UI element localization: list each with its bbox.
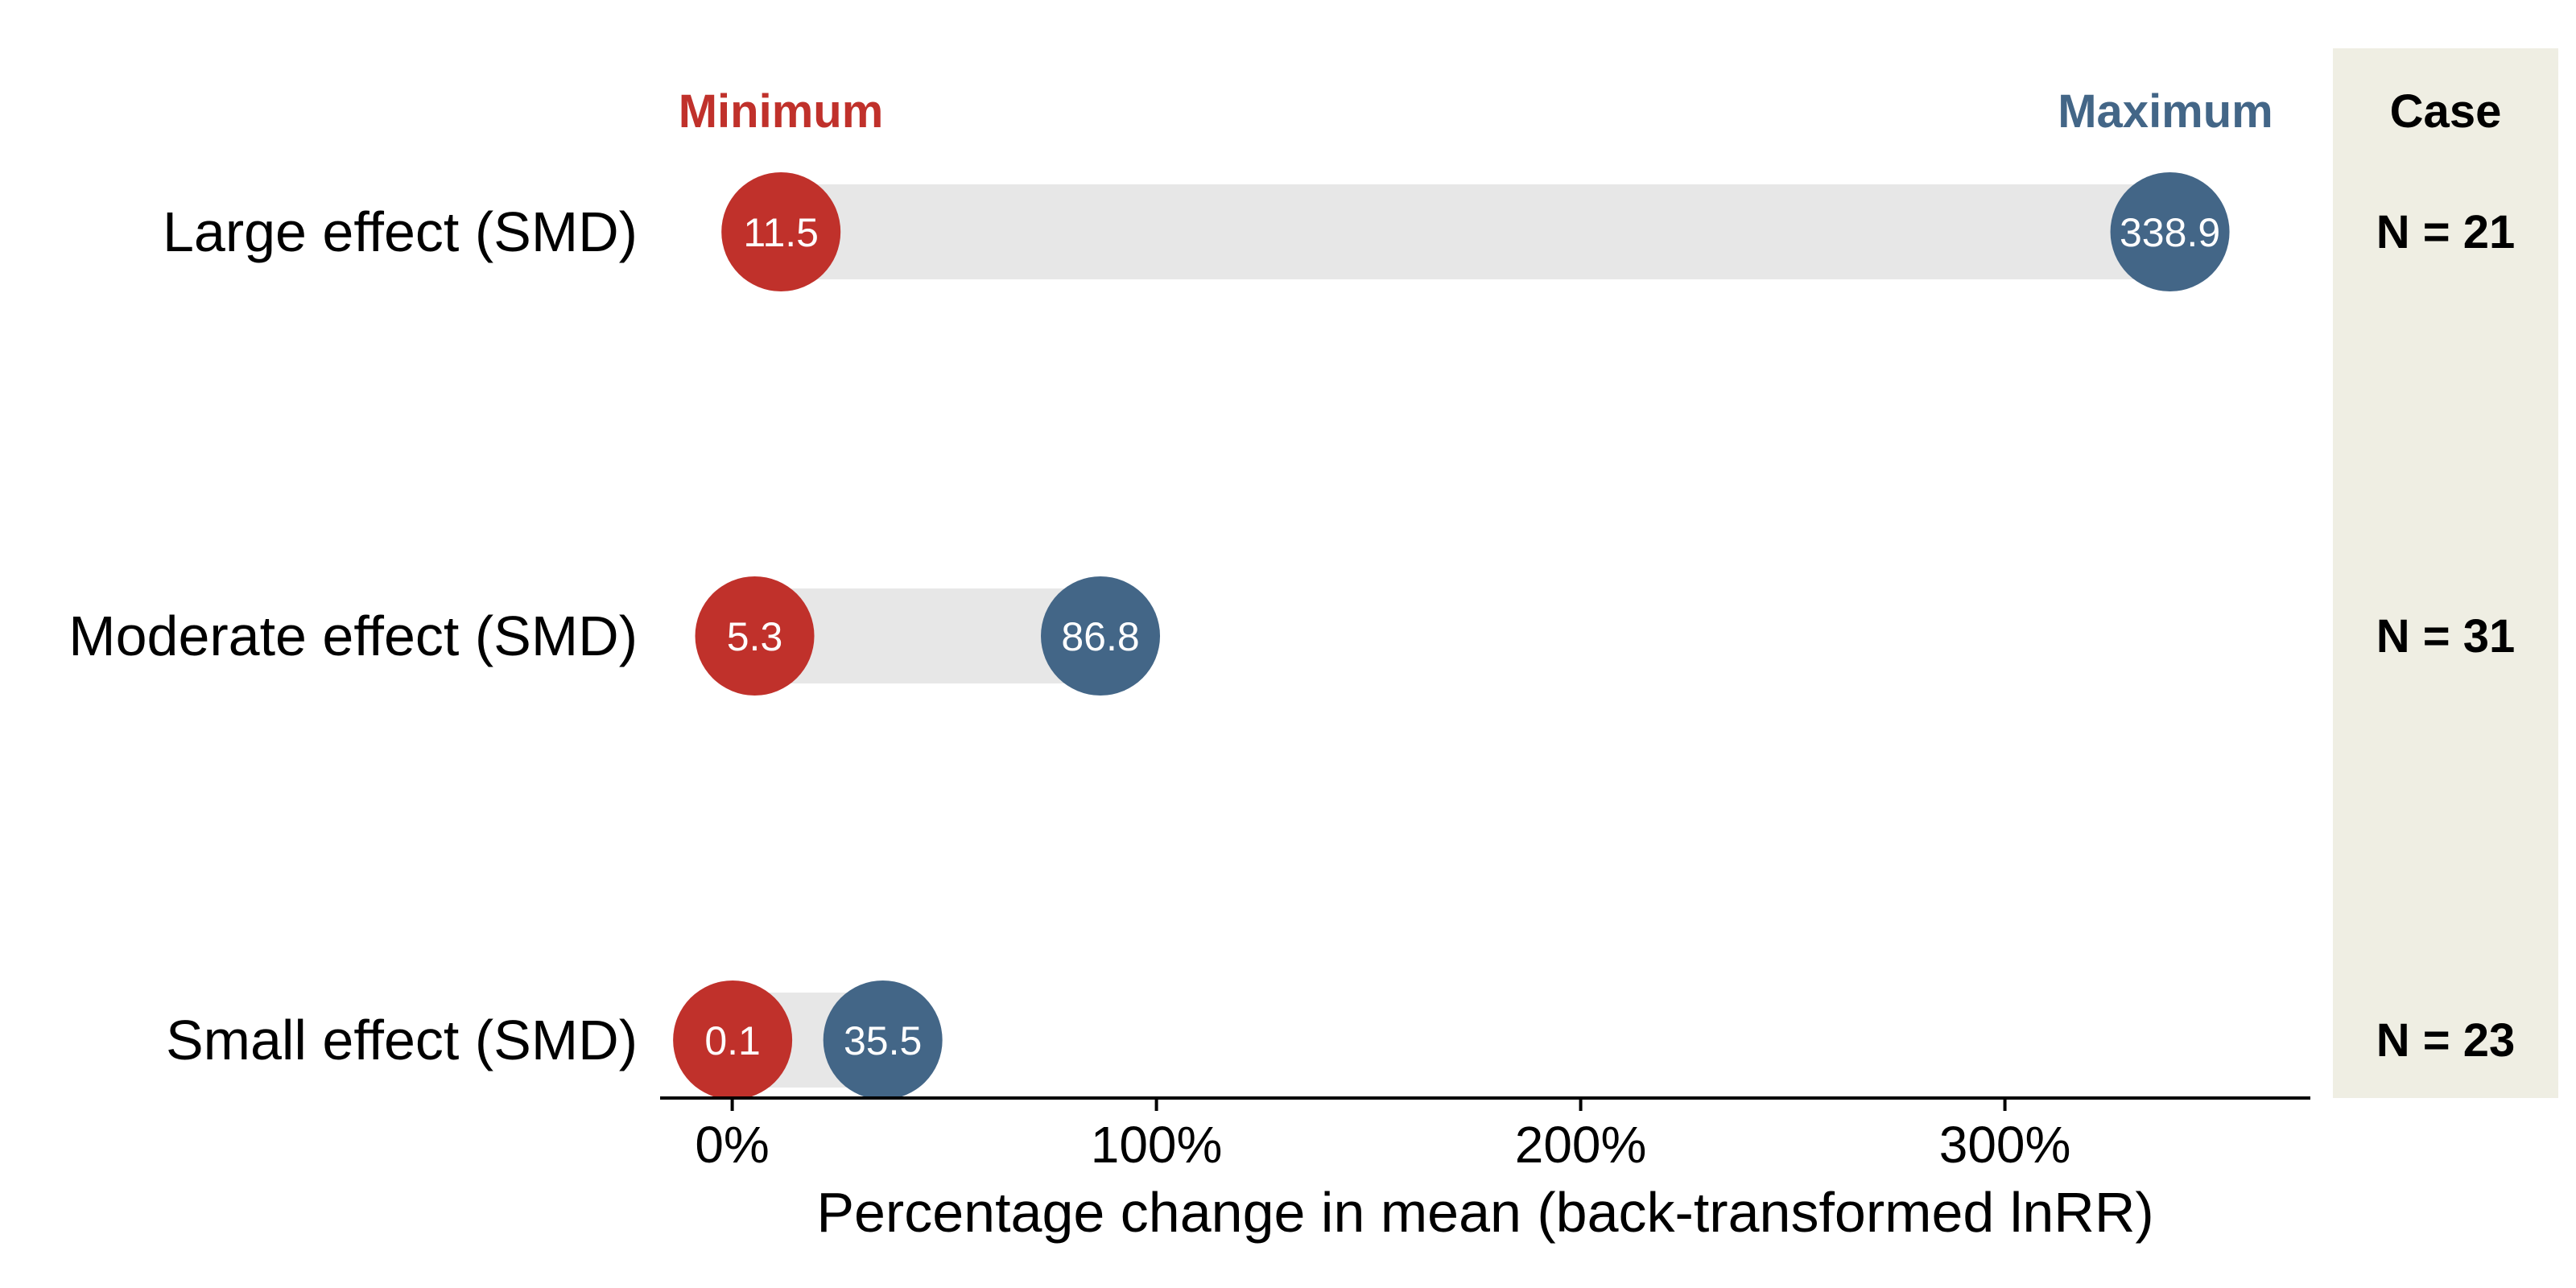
legend-minimum: Minimum [679, 85, 884, 138]
minimum-value-label: 5.3 [727, 614, 783, 659]
maximum-point [1041, 576, 1161, 696]
minimum-point [721, 172, 841, 291]
dumbbell-rows: Large effect (SMD) 11.5 338.9 N = 21 Moderat… [68, 172, 2515, 1100]
maximum-point [823, 980, 943, 1100]
minimum-point [673, 980, 793, 1100]
maximum-point [2110, 172, 2230, 291]
minimum-value-label: 0.1 [704, 1018, 761, 1063]
x-axis-title: Percentage change in mean (back-transfor… [816, 1181, 2153, 1244]
x-tick-label: 0% [695, 1116, 770, 1174]
maximum-value-label: 86.8 [1061, 614, 1139, 659]
x-tick-label: 300% [1939, 1116, 2071, 1174]
case-count: N = 23 [2376, 1014, 2516, 1067]
x-axis-ticks: 0% 100% 200% 300% [695, 1098, 2070, 1174]
category-label: Large effect (SMD) [163, 200, 638, 263]
category-label: Small effect (SMD) [166, 1009, 638, 1071]
case-count: N = 31 [2376, 610, 2516, 663]
x-tick-label: 100% [1091, 1116, 1223, 1174]
minimum-point [695, 576, 815, 696]
x-tick-label: 200% [1515, 1116, 1647, 1174]
range-bar [781, 184, 2170, 279]
case-header: Case [2390, 85, 2502, 138]
minimum-value-label: 11.5 [743, 210, 819, 255]
maximum-value-label: 338.9 [2120, 210, 2220, 255]
legend-maximum: Maximum [2058, 85, 2273, 138]
case-panel-background [2333, 48, 2558, 1098]
category-label: Moderate effect (SMD) [68, 605, 638, 667]
maximum-value-label: 35.5 [844, 1018, 922, 1063]
case-count: N = 21 [2376, 206, 2516, 258]
